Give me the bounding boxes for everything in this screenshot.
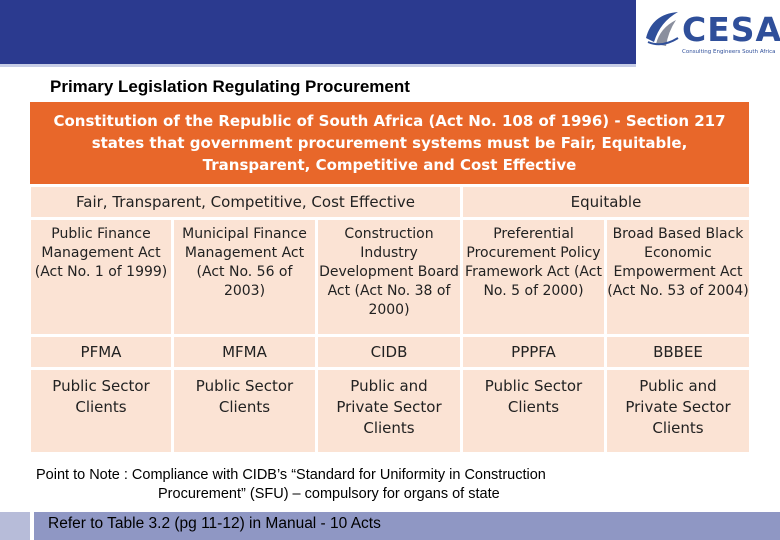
act-pppfa: Preferential Procurement Policy Framewor… <box>463 220 604 334</box>
group-header-equitable: Equitable <box>463 187 749 217</box>
clients-cidb: Public and Private Sector Clients <box>318 370 460 452</box>
footer-accent <box>0 512 30 540</box>
clients-bbbee-text: Public and Private Sector Clients <box>625 377 731 437</box>
group-header-fair-label: Fair, Transparent, Competitive, Cost Eff… <box>76 192 415 211</box>
act-cidb-text: Construction Industry Development Board … <box>319 226 459 318</box>
abbr-pfma: PFMA <box>31 337 171 367</box>
globe-icon <box>646 12 679 46</box>
banner-text: Constitution of the Republic of South Af… <box>53 112 726 174</box>
clients-mfma: Public Sector Clients <box>174 370 315 452</box>
abbr-pfma-text: PFMA <box>80 342 122 361</box>
logo-tagline: Consulting Engineers South Africa <box>682 49 776 55</box>
clients-pppfa-text: Public Sector Clients <box>484 377 583 416</box>
act-mfma-text: Municipal Finance Management Act (Act No… <box>182 226 307 299</box>
abbr-pppfa: PPPFA <box>463 337 604 367</box>
act-bbbee-text: Broad Based Black Economic Empowerment A… <box>607 226 749 299</box>
clients-mfma-text: Public Sector Clients <box>195 377 294 416</box>
abbr-cidb: CIDB <box>318 337 460 367</box>
clients-pppfa: Public Sector Clients <box>463 370 604 452</box>
abbr-mfma: MFMA <box>174 337 315 367</box>
act-pfma-text: Public Finance Management Act (Act No. 1… <box>34 226 168 280</box>
note-line-1: Point to Note : Compliance with CIDB’s “… <box>36 467 546 483</box>
logo-wordmark: CESA <box>682 10 780 49</box>
act-pppfa-text: Preferential Procurement Policy Framewor… <box>465 226 602 299</box>
group-header-fair: Fair, Transparent, Competitive, Cost Eff… <box>31 187 460 217</box>
abbr-bbbee: BBBEE <box>607 337 749 367</box>
cesa-logo: CESA Consulting Engineers South Africa <box>642 4 780 64</box>
abbr-mfma-text: MFMA <box>222 342 267 361</box>
header-bar <box>0 0 636 64</box>
abbr-cidb-text: CIDB <box>370 342 408 361</box>
abbr-pppfa-text: PPPFA <box>511 342 556 361</box>
clients-pfma: Public Sector Clients <box>31 370 171 452</box>
note-line-2: Procurement” (SFU) – compulsory for orga… <box>158 486 500 502</box>
abbr-bbbee-text: BBBEE <box>653 342 703 361</box>
point-to-note: Point to Note : Compliance with CIDB’s “… <box>36 466 696 504</box>
clients-bbbee: Public and Private Sector Clients <box>607 370 749 452</box>
header-divider <box>0 64 636 67</box>
act-cidb: Construction Industry Development Board … <box>318 220 460 334</box>
footer-bar <box>34 512 780 540</box>
clients-pfma-text: Public Sector Clients <box>52 377 150 416</box>
reference-text: Refer to Table 3.2 (pg 11-12) in Manual … <box>48 515 381 532</box>
group-header-equitable-label: Equitable <box>570 192 642 211</box>
act-mfma: Municipal Finance Management Act (Act No… <box>174 220 315 334</box>
page-title: Primary Legislation Regulating Procureme… <box>50 77 410 96</box>
clients-cidb-text: Public and Private Sector Clients <box>336 377 442 437</box>
act-bbbee: Broad Based Black Economic Empowerment A… <box>607 220 749 334</box>
act-pfma: Public Finance Management Act (Act No. 1… <box>31 220 171 334</box>
constitution-banner: Constitution of the Republic of South Af… <box>30 102 749 184</box>
